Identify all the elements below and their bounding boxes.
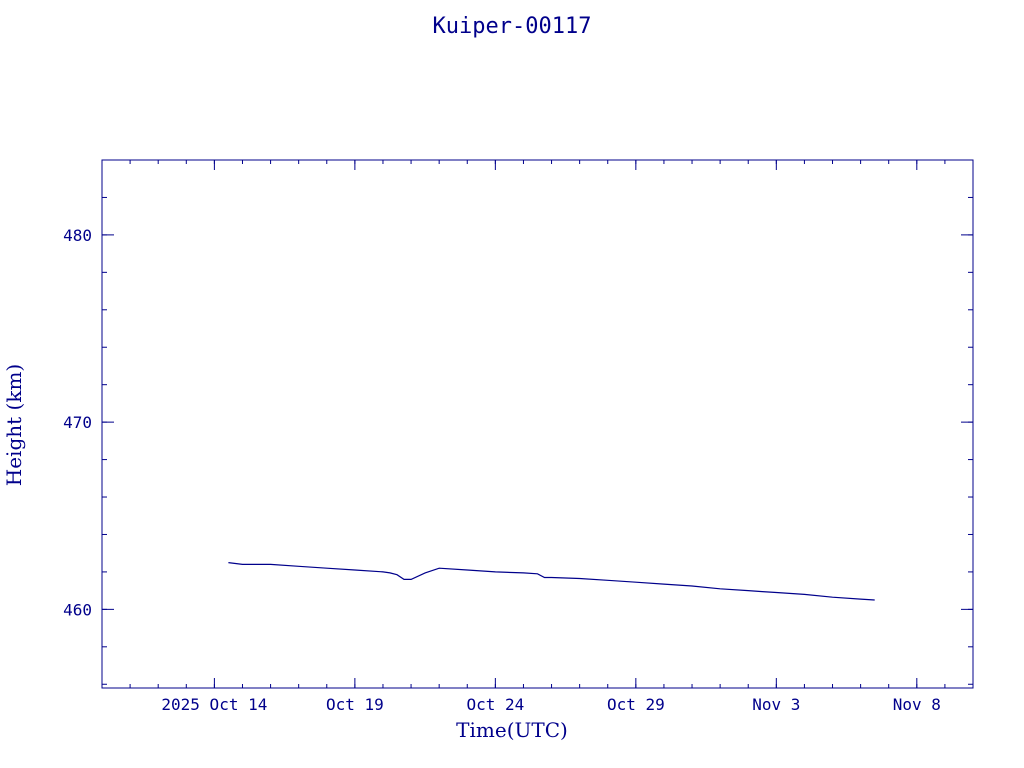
x-tick-label: Nov 3: [752, 695, 800, 714]
y-tick-label: 460: [63, 600, 92, 619]
x-tick-label: Oct 24: [466, 695, 524, 714]
series-line: [228, 562, 875, 601]
x-tick-label: Nov 8: [893, 695, 941, 714]
plot-frame: [101, 159, 974, 689]
x-tick-label: Oct 19: [326, 695, 384, 714]
y-tick-label: 470: [63, 413, 92, 432]
axis-ticks: [101, 159, 974, 688]
x-tick-label: Oct 29: [607, 695, 665, 714]
x-tick-label: 2025 Oct 14: [161, 695, 267, 714]
x-axis-label: Time(UTC): [456, 718, 568, 742]
chart-title: Kuiper-00117: [432, 14, 592, 39]
y-tick-label: 480: [63, 226, 92, 245]
axis-tick-labels: 2025 Oct 14 Oct 19 Oct 24 Oct 29 Nov 3 Nov 8 4…: [63, 226, 941, 714]
